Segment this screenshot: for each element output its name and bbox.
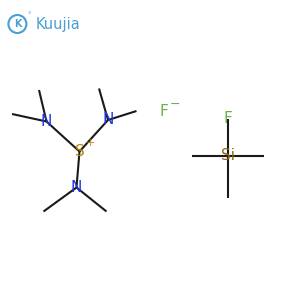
Text: N: N — [71, 180, 82, 195]
Text: −: − — [170, 98, 180, 111]
Text: Kuujia: Kuujia — [36, 16, 81, 32]
Text: F: F — [159, 103, 168, 118]
Text: N: N — [102, 112, 114, 128]
Text: S: S — [75, 144, 84, 159]
Text: +: + — [86, 138, 96, 148]
Text: F: F — [224, 111, 232, 126]
Text: N: N — [41, 114, 52, 129]
Text: K: K — [14, 19, 21, 29]
Text: °: ° — [27, 13, 31, 19]
Text: Si: Si — [221, 148, 235, 164]
